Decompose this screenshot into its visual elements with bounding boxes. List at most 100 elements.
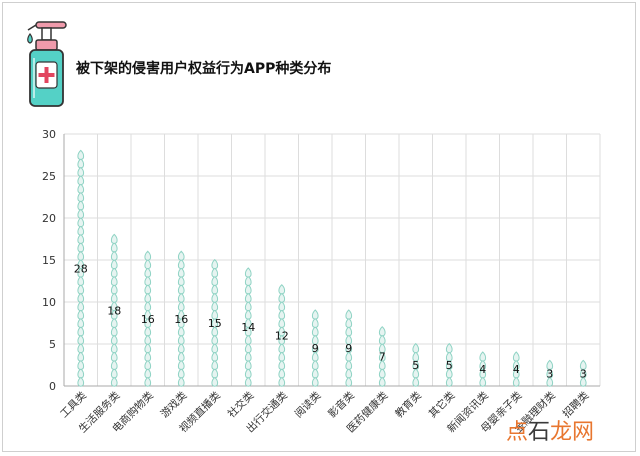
drop-mark [110, 351, 118, 362]
drop-mark [546, 359, 554, 370]
drop-mark [278, 368, 286, 379]
drop-mark [311, 359, 319, 370]
drop-mark [512, 351, 520, 362]
drop-mark [244, 292, 252, 303]
bar-招聘类 [579, 359, 587, 387]
data-label: 3 [580, 367, 587, 380]
bar-教育类 [412, 342, 420, 387]
watermark-part2: 石 [528, 420, 551, 445]
drop-mark [311, 351, 319, 362]
drop-mark [77, 284, 85, 295]
drop-mark [445, 376, 453, 387]
drop-mark [244, 284, 252, 295]
drop-mark [211, 292, 219, 303]
bar-金融理财类 [546, 359, 554, 387]
drop-mark [211, 326, 219, 337]
drop-mark [77, 191, 85, 202]
drop-mark [211, 342, 219, 354]
watermark: 点石龙网 [506, 414, 594, 446]
drop-mark [144, 284, 152, 295]
drop-mark [311, 334, 319, 345]
drop-mark [144, 250, 152, 261]
x-tick-label: 其它类 [426, 389, 458, 421]
drop-mark [144, 300, 152, 312]
y-tick-label: 10 [42, 296, 56, 309]
drop-mark [110, 284, 118, 295]
drop-mark [378, 326, 386, 337]
drop-mark [579, 368, 587, 379]
drop-mark [77, 250, 85, 261]
data-label: 14 [241, 321, 255, 334]
drop-mark [110, 258, 118, 270]
drop-mark [244, 326, 252, 337]
drop-mark [378, 342, 386, 354]
drop-mark [77, 376, 85, 387]
bar-工具类 [77, 149, 85, 387]
drop-mark [244, 334, 252, 345]
drop-mark [110, 326, 118, 337]
drop-mark [77, 174, 85, 186]
drop-mark [177, 351, 185, 362]
drop-mark [345, 342, 353, 354]
bar-阅读类 [311, 309, 319, 387]
drop-mark [479, 359, 487, 370]
drop-mark [412, 342, 420, 354]
drop-mark [177, 368, 185, 379]
data-label: 4 [513, 363, 520, 376]
drop-mark [211, 351, 219, 362]
drop-mark [512, 368, 520, 379]
data-label: 5 [412, 359, 419, 372]
drop-mark [345, 326, 353, 337]
data-label: 3 [546, 367, 553, 380]
drop-mark [77, 275, 85, 286]
drop-mark [144, 275, 152, 286]
x-tick-label: 工具类 [57, 389, 89, 421]
drop-mark [77, 368, 85, 379]
drop-mark [110, 242, 118, 253]
drop-mark [311, 326, 319, 337]
y-tick-label: 25 [42, 170, 56, 183]
drop-mark [77, 233, 85, 244]
drop-mark [77, 225, 85, 236]
drop-mark [177, 376, 185, 387]
drop-mark [479, 368, 487, 379]
drop-mark [144, 351, 152, 362]
drop-mark [445, 342, 453, 354]
bar-社交类 [244, 267, 252, 387]
data-label: 16 [141, 313, 155, 326]
drop-mark [512, 376, 520, 387]
bar-出行交通类 [278, 284, 286, 387]
drop-mark [177, 250, 185, 261]
drop-mark [311, 317, 319, 328]
bar-医药健康类 [378, 326, 386, 387]
drop-mark [144, 258, 152, 270]
y-tick-label: 15 [42, 254, 56, 267]
drop-mark [211, 334, 219, 345]
drop-mark [244, 300, 252, 312]
drop-mark [244, 359, 252, 370]
drop-mark [345, 334, 353, 345]
drop-mark [345, 351, 353, 362]
drop-mark [378, 334, 386, 345]
drop-mark [278, 376, 286, 387]
drop-mark [445, 359, 453, 370]
drop-mark [378, 368, 386, 379]
drop-mark [412, 376, 420, 387]
drop-mark [144, 334, 152, 345]
y-tick-label: 20 [42, 212, 56, 225]
drop-mark [110, 359, 118, 370]
data-label: 28 [74, 262, 88, 275]
y-tick-label: 30 [42, 128, 56, 141]
drop-mark [110, 292, 118, 303]
drop-mark [345, 359, 353, 370]
drop-mark [211, 275, 219, 286]
drop-mark [110, 342, 118, 354]
drop-mark [278, 292, 286, 303]
drop-mark [77, 317, 85, 328]
drop-mark [278, 300, 286, 312]
drop-mark [77, 267, 85, 278]
drop-mark [546, 376, 554, 387]
drop-mark [278, 334, 286, 345]
drop-mark [177, 334, 185, 345]
drop-mark [177, 275, 185, 286]
